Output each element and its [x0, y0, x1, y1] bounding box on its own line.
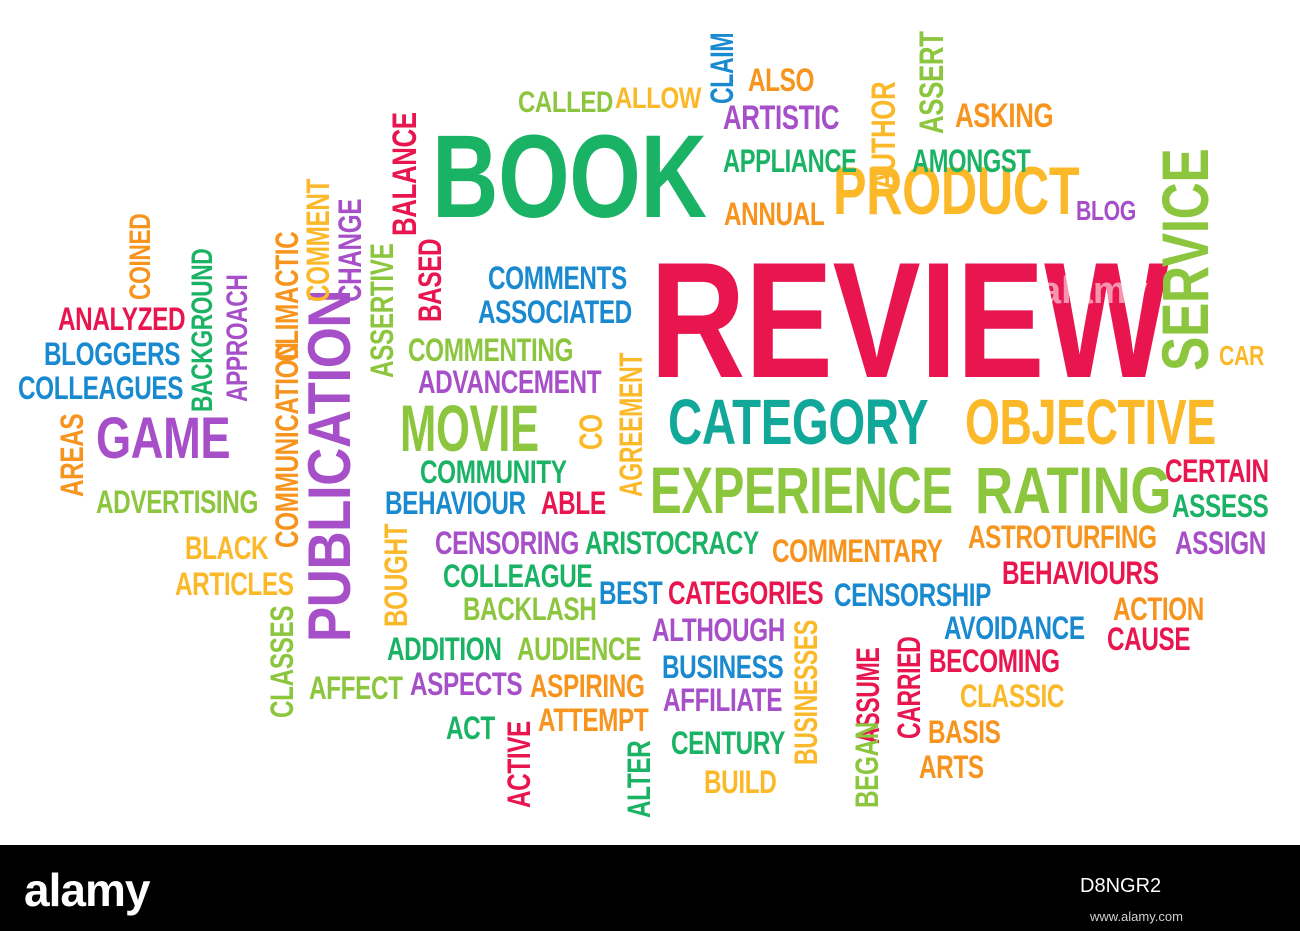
word-classic: CLASSIC [960, 678, 1065, 714]
word-also: ALSO [748, 62, 815, 98]
word-arts: ARTS [919, 749, 984, 785]
word-community: COMMUNITY [420, 454, 567, 490]
word-certain: CERTAIN [1165, 453, 1269, 489]
word-balance: BALANCE [386, 112, 424, 236]
word-affect: AFFECT [309, 670, 403, 706]
word-aristocracy: ARISTOCRACY [585, 525, 759, 561]
word-co: CO [573, 414, 609, 450]
word-cause: CAUSE [1107, 621, 1191, 657]
word-aspiring: ASPIRING [530, 668, 645, 704]
word-alter: ALTER [621, 740, 657, 818]
word-areas: AREAS [54, 413, 90, 497]
word-communication: COMMUNICATION [269, 342, 305, 548]
word-amongst: AMONGST [912, 143, 1031, 179]
word-objective: OBJECTIVE [965, 386, 1216, 458]
word-backlash: BACKLASH [463, 591, 597, 627]
word-avoidance: AVOIDANCE [944, 610, 1085, 646]
watermark-alamy: alamy [1040, 270, 1148, 312]
word-artistic: ARTISTIC [723, 99, 840, 137]
word-allow: ALLOW [615, 82, 701, 115]
word-assign: ASSIGN [1175, 525, 1266, 561]
word-businesses: BUSINESSES [788, 620, 824, 765]
word-century: CENTURY [671, 725, 785, 761]
word-censoring: CENSORING [435, 525, 579, 561]
word-best: BEST [599, 575, 663, 611]
word-assertive: ASSERTIVE [364, 243, 400, 378]
word-behaviour: BEHAVIOUR [385, 485, 526, 521]
word-comment: COMMENT [300, 179, 336, 302]
word-becoming: BECOMING [929, 643, 1060, 679]
word-bought: BOUGHT [378, 523, 414, 627]
word-behaviours: BEHAVIOURS [1002, 555, 1159, 591]
word-began: BEGAN [849, 722, 885, 808]
alamy-logo: alamy [24, 864, 150, 916]
word-rating: RATING [975, 453, 1172, 527]
word-advancement: ADVANCEMENT [418, 364, 602, 400]
word-assert: ASSERT [913, 31, 951, 135]
word-asking: ASKING [955, 97, 1054, 135]
word-author: AUTHOR [865, 81, 903, 190]
word-act: ACT [446, 710, 495, 746]
word-game: GAME [96, 406, 231, 471]
word-agreement: AGREEMENT [613, 353, 649, 497]
word-although: ALTHOUGH [652, 612, 785, 648]
word-assess: ASSESS [1172, 488, 1269, 524]
word-affiliate: AFFILIATE [663, 682, 783, 718]
word-carried: CARRIED [891, 636, 927, 739]
word-called: CALLED [518, 86, 613, 119]
word-category: CATEGORY [668, 386, 929, 458]
word-colleague: COLLEAGUE [443, 558, 593, 594]
word-addition: ADDITION [387, 631, 502, 667]
word-blog: BLOG [1076, 195, 1136, 226]
word-commenting: COMMENTING [408, 332, 574, 368]
word-attempt: ATTEMPT [538, 702, 649, 738]
word-publication: PUBLICATION [296, 289, 363, 642]
word-categories: CATEGORIES [668, 575, 824, 611]
word-associated: ASSOCIATED [478, 294, 632, 330]
word-car: CAR [1219, 340, 1264, 371]
word-business: BUSINESS [662, 649, 784, 685]
word-analyzed: ANALYZED [58, 301, 186, 337]
word-service: SERVICE [1148, 148, 1222, 371]
word-articles: ARTICLES [175, 566, 294, 602]
word-product: PRODUCT [833, 153, 1080, 229]
word-experience: EXPERIENCE [650, 453, 953, 527]
word-astroturfing: ASTROTURFING [968, 519, 1157, 555]
word-change: CHANGE [332, 198, 368, 302]
word-commentary: COMMENTARY [772, 533, 943, 569]
image-id: D8NGR2 [1080, 875, 1162, 897]
word-censorship: CENSORSHIP [834, 577, 992, 613]
word-advertising: ADVERTISING [96, 484, 259, 520]
word-colleagues: COLLEAGUES [18, 370, 184, 406]
word-coined: COINED [124, 213, 157, 300]
word-climactic: CLIMACTIC [269, 231, 305, 362]
word-able: ABLE [541, 485, 606, 521]
word-book: BOOK [432, 111, 707, 243]
word-claim: CLAIM [704, 32, 740, 104]
word-comments: COMMENTS [488, 260, 627, 296]
word-audience: AUDIENCE [517, 631, 641, 667]
word-black: BLACK [185, 530, 269, 566]
word-cloud: REVIEW BOOK PRODUCT SERVICE CATEGORY OBJ… [18, 31, 1270, 818]
word-review: REVIEW [650, 228, 1169, 412]
word-action: ACTION [1113, 591, 1204, 627]
footer-bar: alamy D8NGR2 www.alamy.com [0, 845, 1300, 931]
word-annual: ANNUAL [724, 196, 825, 232]
word-appliance: APPLIANCE [723, 143, 857, 179]
word-basis: BASIS [928, 714, 1001, 750]
word-approach: APPROACH [221, 274, 254, 402]
word-active: ACTIVE [501, 721, 537, 808]
word-movie: MOVIE [400, 391, 539, 465]
word-classes: CLASSES [264, 605, 300, 718]
footer-url: www.alamy.com [1090, 909, 1183, 924]
word-bloggers: BLOGGERS [44, 336, 181, 372]
word-aspects: ASPECTS [410, 666, 523, 702]
word-background: BACKGROUND [186, 248, 219, 412]
word-build: BUILD [704, 764, 777, 800]
word-based: BASED [412, 238, 448, 322]
